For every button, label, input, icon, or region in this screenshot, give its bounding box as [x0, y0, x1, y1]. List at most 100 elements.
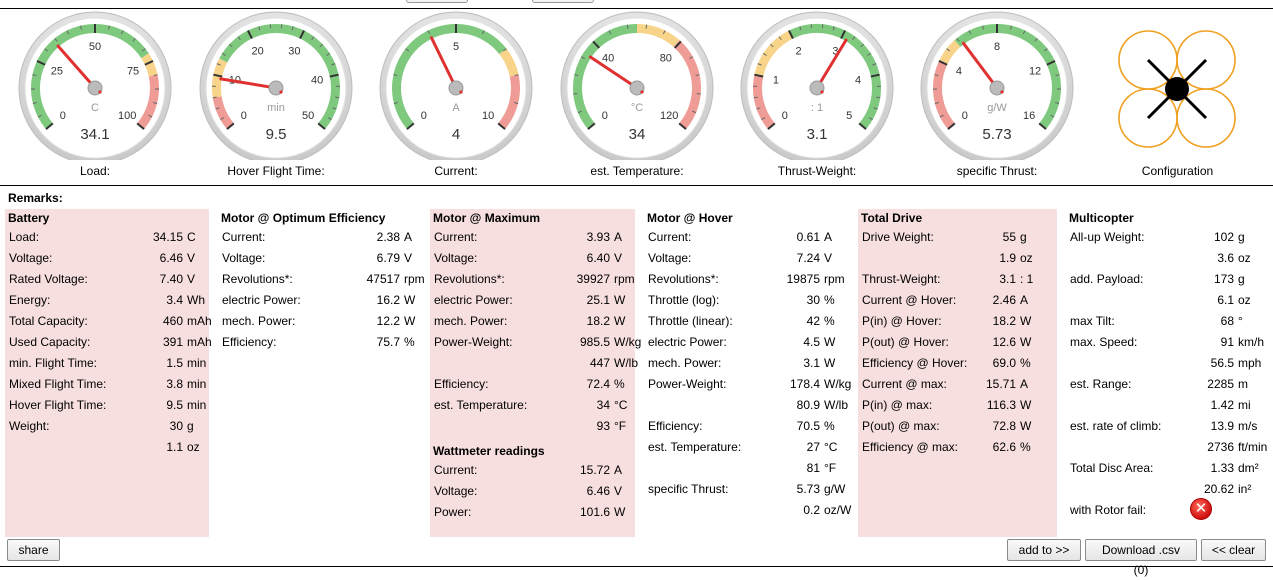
row-value: 1.9: [999, 250, 1016, 266]
row-label: Revolutions*:: [434, 271, 505, 287]
row-unit: km/h: [1238, 334, 1264, 350]
row-value: 6.46: [160, 250, 183, 266]
remarks-label: Remarks:: [8, 191, 63, 205]
row-label: electric Power:: [648, 334, 727, 350]
row-unit: min: [187, 355, 206, 371]
row-unit: %: [1020, 439, 1031, 455]
row-unit: m: [1238, 376, 1248, 392]
section-title: Motor @ Maximum: [430, 209, 635, 229]
row-label: Energy:: [9, 292, 50, 308]
row-unit: mAh: [187, 334, 212, 350]
row-label: electric Power:: [222, 292, 301, 308]
add-to-button[interactable]: add to >>: [1007, 539, 1081, 561]
row-label: est. rate of climb:: [1070, 418, 1161, 434]
row-value: 80.9: [797, 397, 820, 413]
data-row: 81°F: [644, 460, 849, 481]
gauge-tick-label: 25: [51, 65, 63, 77]
row-label: Power-Weight:: [648, 376, 726, 392]
gauge-value: 3.1: [807, 126, 828, 143]
gauge-label-est-temperature: est. Temperature:: [557, 164, 717, 178]
gauge-tick-label: 50: [89, 41, 101, 53]
row-value: 2.46: [993, 292, 1016, 308]
gauge-tick-label: 0: [421, 110, 427, 122]
row-value: 1.5: [166, 355, 183, 371]
row-value: 7.40: [160, 271, 183, 287]
gauge-label-thrust-weight: Thrust-Weight:: [737, 164, 897, 178]
row-label: P(in) @ max:: [862, 397, 932, 413]
row-unit: %: [404, 334, 415, 350]
row-value: 39927: [577, 271, 610, 287]
row-label: Voltage:: [222, 250, 265, 266]
row-unit: W: [1020, 397, 1031, 413]
row-label: Voltage:: [9, 250, 52, 266]
row-value: 55: [1003, 229, 1016, 245]
row-label: Current:: [434, 229, 477, 245]
row-unit: V: [404, 250, 412, 266]
gauge-tick-label: 80: [660, 52, 672, 64]
gauge-value: 34.1: [80, 126, 109, 143]
row-value: 5.73: [797, 481, 820, 497]
configuration-button[interactable]: [1100, 22, 1255, 155]
row-unit: oz: [1020, 250, 1033, 266]
row-unit: g/W: [824, 481, 845, 497]
row-label: Efficiency:: [648, 418, 702, 434]
row-label: P(in) @ Hover:: [862, 313, 942, 329]
row-label: est. Temperature:: [648, 439, 741, 455]
row-value: 1.33: [1211, 460, 1234, 476]
row-label: Current @ max:: [862, 376, 947, 392]
gauge-tick-label: 120: [660, 110, 678, 122]
data-row: Efficiency @ Hover:69.0%: [858, 355, 1057, 376]
quadcopter-x-icon[interactable]: [1100, 22, 1255, 152]
row-unit: W/kg: [824, 376, 851, 392]
row-unit: V: [187, 271, 195, 287]
row-value: 13.9: [1211, 418, 1234, 434]
clear-button[interactable]: << clear: [1201, 539, 1266, 561]
top-button-right[interactable]: [532, 0, 594, 3]
gauge-label-load: Load:: [15, 164, 175, 178]
data-row: Thrust-Weight:3.1: 1: [858, 271, 1057, 292]
gauge-tick-label: 30: [288, 45, 300, 57]
row-unit: W/lb: [614, 355, 638, 371]
row-label: Power:: [434, 504, 471, 520]
row-unit: g: [187, 418, 194, 434]
gauge-label-hover-flight-time: Hover Flight Time:: [196, 164, 356, 178]
share-button[interactable]: share: [7, 539, 60, 561]
gauge-tick-label: 0: [602, 110, 608, 122]
row-unit: oz: [1238, 292, 1251, 308]
row-unit: dm²: [1238, 460, 1259, 476]
download-csv-button[interactable]: Download .csv (0): [1085, 539, 1197, 561]
data-row: est. Temperature:34°C: [430, 397, 635, 418]
top-button-left[interactable]: [406, 0, 468, 3]
row-value: 1.1: [166, 439, 183, 455]
row-label: Load:: [9, 229, 39, 245]
row-unit: W: [824, 355, 835, 371]
row-value: 30: [170, 418, 183, 434]
row-value: 0.2: [803, 502, 820, 518]
row-label: Used Capacity:: [9, 334, 90, 350]
row-value: 25.1: [587, 292, 610, 308]
gauge-tick-label: 40: [602, 52, 614, 64]
gauge-tick-label: 0: [60, 110, 66, 122]
data-row: 93°F: [430, 418, 635, 439]
row-label: Rated Voltage:: [9, 271, 88, 287]
row-value: 75.7: [377, 334, 400, 350]
row-unit: rpm: [404, 271, 425, 287]
subsection-title: Wattmeter readings: [430, 442, 635, 462]
